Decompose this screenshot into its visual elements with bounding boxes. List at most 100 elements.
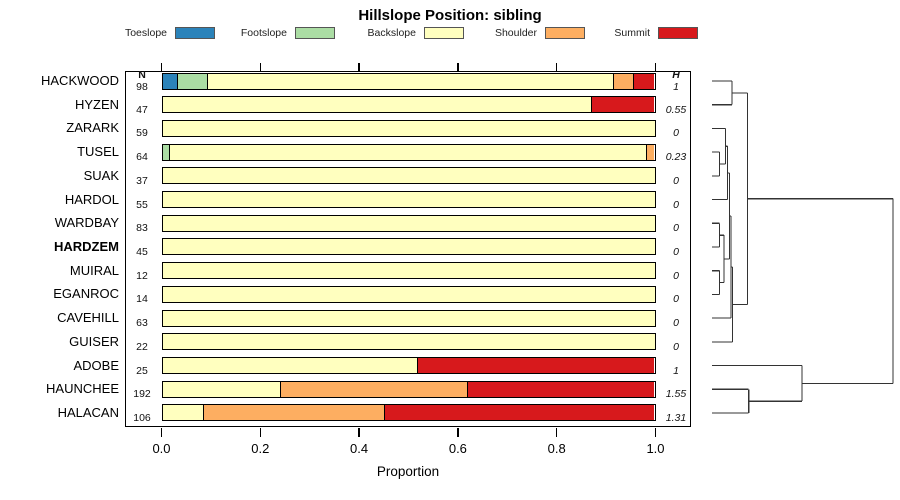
bar-row-zarark [161, 119, 656, 137]
legend-label-footslope: Footslope [240, 27, 287, 39]
bar-row-muiral [161, 262, 656, 280]
row-label-hardzem: HARDZEM [54, 238, 119, 254]
n-value: 37 [136, 174, 148, 187]
bar-row-hardol [161, 191, 656, 209]
row-label-muiral: MUIRAL [69, 262, 119, 278]
row-label-hardol: HARDOL [64, 191, 119, 207]
bar-segment-backslope [162, 97, 592, 113]
x-tick-label: 0.4 [350, 441, 369, 456]
bar-segment-backslope [162, 286, 655, 302]
n-value: 22 [136, 340, 148, 353]
h-column-header: H [672, 68, 680, 81]
legend-label-summit: Summit [614, 27, 650, 39]
x-tick-bottom [555, 428, 558, 437]
x-tick-top [160, 62, 163, 72]
x-tick-top [457, 62, 459, 72]
bar-row-halacan [161, 404, 656, 422]
x-tick-bottom [160, 428, 163, 437]
x-tick-label: 0.0 [152, 441, 171, 456]
n-value: 25 [136, 364, 148, 377]
n-value: 106 [133, 411, 151, 424]
h-value: 0 [673, 317, 679, 330]
x-tick-bottom [654, 428, 657, 437]
n-value: 63 [136, 317, 148, 330]
bar-row-eganroc [161, 285, 656, 303]
bar-segment-summit [634, 73, 655, 89]
bar-segment-backslope [207, 73, 615, 89]
h-value: 0.23 [665, 151, 687, 164]
n-value: 192 [133, 388, 151, 401]
bar-segment-summit [418, 358, 655, 374]
h-value: 0 [673, 222, 679, 235]
n-value: 64 [136, 151, 148, 164]
n-value: 12 [136, 269, 148, 282]
bar-segment-toeslope [162, 73, 178, 89]
legend-swatch-toeslope [175, 27, 215, 39]
bar-segment-backslope [162, 334, 655, 350]
x-tick-label: 0.8 [547, 441, 566, 456]
legend-swatch-shoulder [545, 27, 585, 39]
bar-segment-backslope [162, 168, 655, 184]
bar-row-hyzen [161, 96, 656, 114]
h-value: 0 [673, 174, 679, 187]
x-tick-top [555, 62, 558, 72]
bar-segment-summit [385, 405, 655, 421]
h-value: 0 [673, 198, 679, 211]
legend-label-toeslope: Toeslope [124, 27, 167, 39]
h-value: 1.55 [665, 388, 687, 401]
n-value: 14 [136, 293, 148, 306]
bar-row-guiser [161, 333, 656, 351]
h-value: 0 [673, 293, 679, 306]
bar-segment-backslope [170, 144, 647, 160]
bar-segment-summit [591, 97, 655, 113]
h-value: 0.55 [665, 103, 687, 116]
row-label-halacan: HALACAN [57, 404, 119, 420]
n-value: 45 [136, 245, 148, 258]
n-value: 98 [136, 80, 148, 93]
bar-segment-backslope [162, 215, 655, 231]
x-tick-label: 1.0 [646, 441, 665, 456]
x-tick-top [358, 62, 360, 72]
row-label-zarark: ZARARK [66, 120, 119, 136]
bar-segment-backslope [162, 405, 205, 421]
n-value: 47 [136, 103, 148, 116]
row-label-hyzen: HYZEN [74, 96, 119, 112]
row-label-haunchee: HAUNCHEE [46, 381, 119, 397]
bar-segment-backslope [162, 120, 655, 136]
h-value: 1 [673, 364, 679, 377]
bar-row-tusel [161, 143, 656, 161]
x-tick-top [259, 62, 262, 72]
legend-swatch-footslope [295, 27, 335, 39]
n-value: 55 [136, 198, 148, 211]
legend-label-shoulder: Shoulder [494, 27, 537, 39]
plot-area [125, 71, 691, 427]
bar-segment-shoulder [204, 405, 386, 421]
x-tick-label: 0.6 [448, 441, 467, 456]
n-value: 83 [136, 222, 148, 235]
bar-segment-summit [467, 381, 655, 397]
bar-segment-backslope [162, 310, 655, 326]
row-label-guiser: GUISER [69, 333, 119, 349]
bar-segment-footslope [177, 73, 208, 89]
bar-segment-shoulder [280, 381, 468, 397]
h-value: 0 [673, 340, 679, 353]
row-label-adobe: ADOBE [73, 357, 119, 373]
x-tick-bottom [358, 428, 360, 437]
bar-segment-footslope [162, 144, 171, 160]
chart-title: Hillslope Position: sibling [358, 7, 542, 24]
bar-segment-shoulder [614, 73, 635, 89]
row-label-tusel: TUSEL [77, 144, 119, 160]
bar-row-wardbay [161, 214, 656, 232]
h-value: 0 [673, 269, 679, 282]
bar-row-adobe [161, 357, 656, 375]
h-value: 0 [673, 127, 679, 140]
legend-label-backslope: Backslope [367, 27, 416, 39]
bar-segment-backslope [162, 381, 281, 397]
x-tick-bottom [457, 428, 459, 437]
bar-row-hardzem [161, 238, 656, 256]
n-value: 59 [136, 127, 148, 140]
h-value: 0 [673, 245, 679, 258]
x-tick-bottom [259, 428, 262, 437]
x-tick-label: 0.2 [251, 441, 270, 456]
